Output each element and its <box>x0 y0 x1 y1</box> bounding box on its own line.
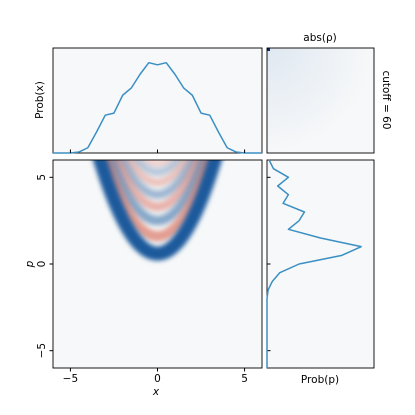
y-tick-label: −5 <box>36 343 48 358</box>
y-label: p <box>24 260 36 268</box>
matrix-corner <box>267 48 270 51</box>
wigner-fringes <box>92 160 223 261</box>
prob-line <box>53 61 262 154</box>
x-tick-label: −5 <box>63 373 78 385</box>
matrix-bg <box>267 48 374 153</box>
annotation: cutoff = 60 <box>380 70 392 129</box>
fringe <box>92 160 223 261</box>
prob-line <box>266 159 362 368</box>
y-tick-label: 0 <box>36 261 48 268</box>
fringe <box>140 160 175 168</box>
fringe <box>131 160 184 176</box>
fringe <box>106 160 209 226</box>
fringe <box>112 160 203 212</box>
x-tick-label: 5 <box>241 373 248 385</box>
fringe <box>124 160 191 187</box>
y-tick-label: 5 <box>36 174 48 181</box>
fringe <box>117 160 198 199</box>
panel-bg <box>53 48 262 153</box>
x-tick-label: 0 <box>154 373 161 385</box>
y-label: Prob(x) <box>34 81 46 119</box>
panel-bg <box>267 160 374 368</box>
fringe <box>100 160 215 242</box>
matrix-title: abs(ρ) <box>303 32 336 44</box>
x-label: Prob(p) <box>301 374 339 386</box>
x-label: x <box>152 386 160 398</box>
axes-frame <box>266 47 375 154</box>
